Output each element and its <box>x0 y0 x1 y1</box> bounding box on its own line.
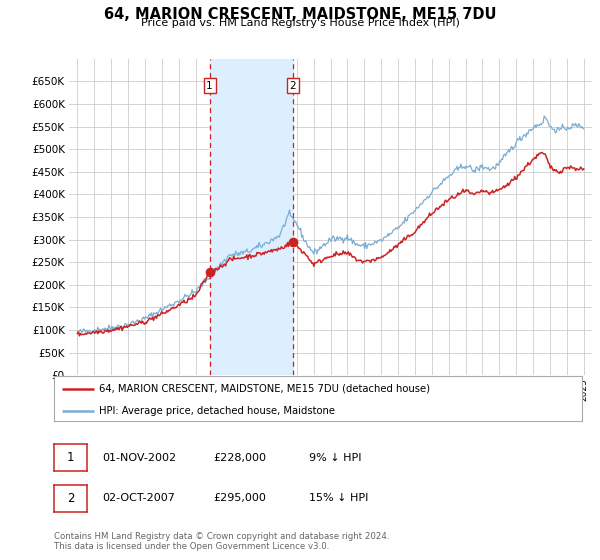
Text: 02-OCT-2007: 02-OCT-2007 <box>102 493 175 503</box>
Bar <box>209 59 293 375</box>
Text: Contains HM Land Registry data © Crown copyright and database right 2024.
This d: Contains HM Land Registry data © Crown c… <box>54 532 389 552</box>
Text: £228,000: £228,000 <box>213 452 266 463</box>
Text: Price paid vs. HM Land Registry's House Price Index (HPI): Price paid vs. HM Land Registry's House … <box>140 18 460 28</box>
Text: HPI: Average price, detached house, Maidstone: HPI: Average price, detached house, Maid… <box>99 406 335 416</box>
Text: £295,000: £295,000 <box>213 493 266 503</box>
Text: 2: 2 <box>67 492 74 505</box>
Text: 2: 2 <box>289 81 296 91</box>
Text: 1: 1 <box>67 451 74 464</box>
Text: 1: 1 <box>206 81 213 91</box>
Text: 01-NOV-2002: 01-NOV-2002 <box>102 452 176 463</box>
Text: 64, MARION CRESCENT, MAIDSTONE, ME15 7DU (detached house): 64, MARION CRESCENT, MAIDSTONE, ME15 7DU… <box>99 384 430 394</box>
Text: 9% ↓ HPI: 9% ↓ HPI <box>309 452 361 463</box>
Text: 64, MARION CRESCENT, MAIDSTONE, ME15 7DU: 64, MARION CRESCENT, MAIDSTONE, ME15 7DU <box>104 7 496 22</box>
Text: 15% ↓ HPI: 15% ↓ HPI <box>309 493 368 503</box>
